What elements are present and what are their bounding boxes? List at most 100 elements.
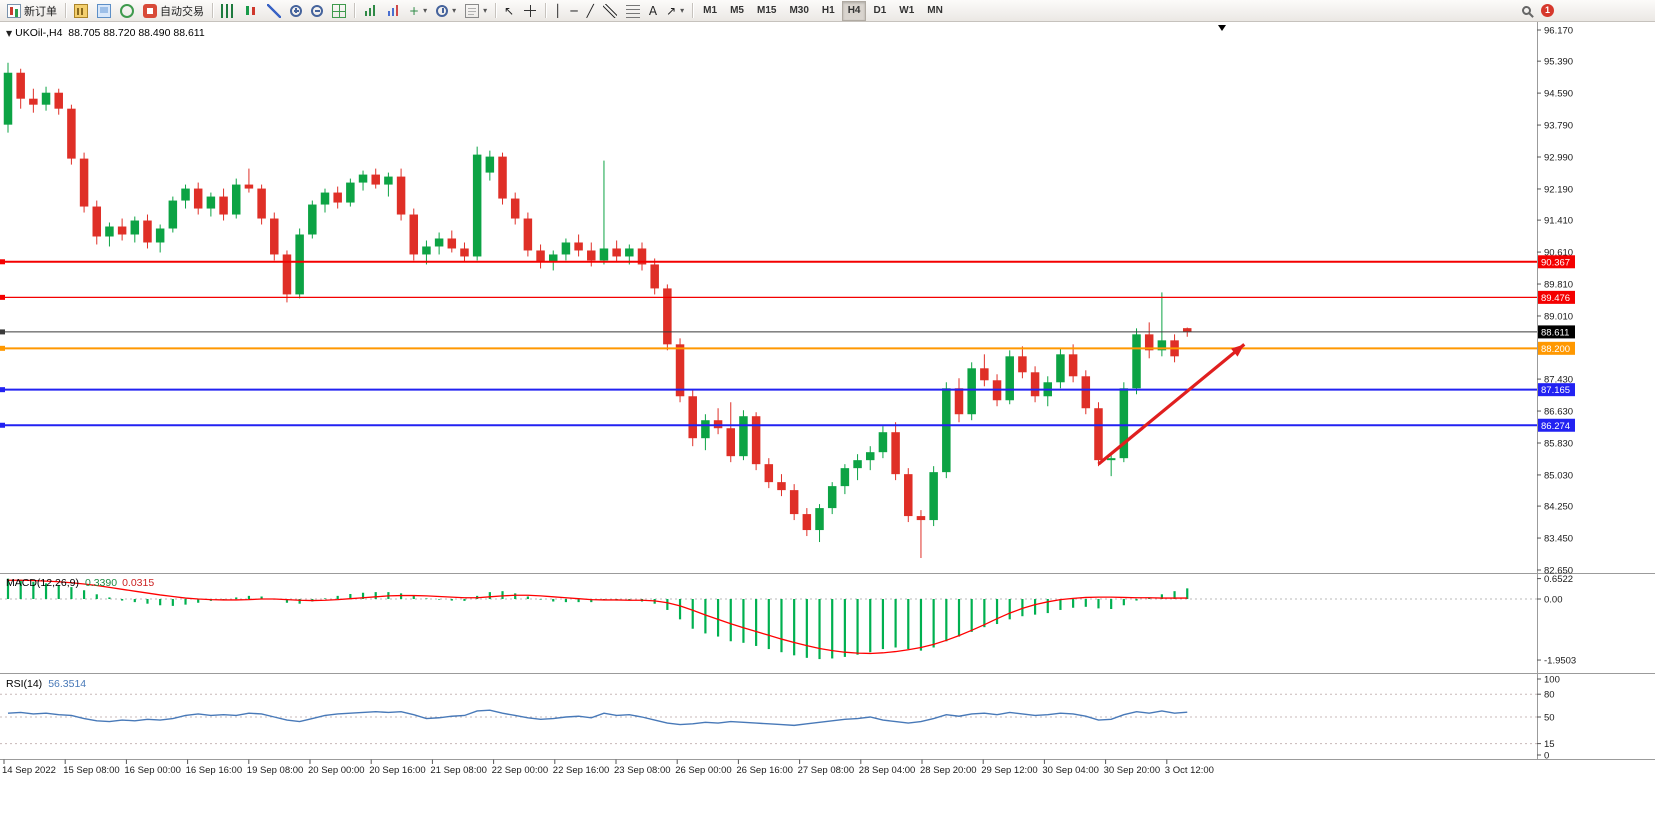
line-chart-button[interactable] — [263, 1, 285, 21]
horizontal-line-button[interactable]: ─ — [566, 1, 581, 21]
text-button[interactable]: A — [645, 1, 661, 21]
support-line-88200-handle[interactable] — [0, 345, 5, 351]
trend-arrow[interactable] — [1097, 343, 1246, 466]
tf-m30-button[interactable]: M30 — [783, 1, 814, 21]
candle-body — [865, 452, 875, 461]
cursor-button[interactable]: ↖ — [500, 1, 518, 21]
vertical-line-button[interactable]: │ — [550, 1, 565, 21]
new-order-icon — [7, 3, 21, 18]
candle-body — [878, 432, 888, 453]
chart-canvas[interactable]: 96.170 95.390 94.590 93.790 92.990 92.190 91.4… — [0, 22, 1655, 825]
tf-h4-button[interactable]: H4 — [841, 0, 867, 21]
cursor-icon: ↖ — [504, 3, 515, 18]
candle-body — [79, 158, 89, 207]
toolbar-separator — [354, 3, 355, 18]
candle-body — [637, 248, 647, 265]
resistance-line-89476-handle[interactable] — [0, 294, 5, 300]
candle-body — [561, 242, 571, 255]
support-line-88200-price-badge-label: 88.200 — [1541, 344, 1570, 355]
tf-m15-button[interactable]: M15 — [751, 1, 782, 21]
auto-trading-button[interactable]: 自动交易 — [139, 1, 208, 21]
time-tick-label: 14 Sep 2022 — [2, 765, 56, 776]
macd-tick-label: 0.6522 — [1544, 574, 1573, 585]
add-indicator-dropdown[interactable]: + ▾ — [405, 1, 431, 21]
toolbar-separator — [495, 3, 497, 18]
tf-d1-button[interactable]: D1 — [867, 1, 892, 21]
price-tick-label: 94.590 — [1544, 89, 1573, 100]
candle-body — [333, 192, 342, 203]
notification-badge[interactable]: 1 — [1541, 4, 1554, 17]
candle-body — [777, 482, 786, 491]
candle-body — [510, 198, 520, 219]
zoom-out-button[interactable] — [307, 1, 327, 21]
price-tick-label: 85.030 — [1544, 470, 1573, 481]
tf-w1-button[interactable]: W1 — [893, 1, 920, 21]
trendline-button[interactable]: ╱ — [583, 1, 598, 21]
candle-body — [206, 196, 216, 209]
tf-mn-button[interactable]: MN — [921, 1, 949, 21]
resistance-line-90367-handle[interactable] — [0, 259, 5, 265]
template-dropdown[interactable]: ▾ — [461, 1, 491, 21]
candle-body — [231, 184, 241, 215]
candle-body — [574, 242, 583, 251]
tile-windows-button[interactable] — [328, 1, 350, 21]
candle-body — [295, 234, 304, 295]
main-toolbar: 新订单 自动交易 + ▾ ▾ ▾ ↖ │ ─ ╱ A ↗ ▾ M1 M5 M15 M30 H1 H4 D1 W1 MN 1 — [0, 0, 1655, 22]
chart-title: ▼ UKOil-,H4 88.705 88.720 88.490 88.611 — [6, 27, 205, 39]
chart-shift-marker[interactable] — [1218, 25, 1226, 31]
rsi-tick-label: 50 — [1544, 713, 1555, 724]
trend-arrow-head[interactable] — [1230, 344, 1245, 357]
fibonacci-button[interactable] — [622, 1, 644, 21]
tf-mn-button-label: MN — [927, 5, 943, 16]
bid-price-line-handle[interactable] — [0, 329, 5, 335]
zoom-in-button[interactable] — [286, 1, 306, 21]
new-chart-icon — [74, 3, 88, 18]
crosshair-button[interactable] — [519, 1, 541, 21]
experts-button[interactable] — [382, 1, 404, 21]
tf-h1-button[interactable]: H1 — [816, 1, 841, 21]
candle-body — [105, 226, 114, 237]
new-order-button[interactable]: 新订单 — [3, 1, 61, 21]
candle-body — [308, 204, 317, 235]
time-tick-label: 21 Sep 08:00 — [430, 765, 487, 776]
profiles-icon — [97, 3, 111, 18]
rsi-name: RSI(14) — [6, 678, 43, 690]
candle-body — [853, 460, 862, 469]
chevron-down-icon: ▾ — [483, 6, 488, 15]
time-tick-label: 30 Sep 04:00 — [1042, 765, 1099, 776]
price-tick-label: 83.450 — [1544, 534, 1573, 545]
candle-body — [536, 250, 545, 263]
chevron-down-icon: ▾ — [423, 6, 428, 15]
candle-body — [1132, 334, 1141, 389]
indicators-button[interactable] — [359, 1, 381, 21]
support-line-87165-handle[interactable] — [0, 387, 5, 393]
bar-chart-button[interactable] — [217, 1, 239, 21]
symbol-collapse-icon[interactable]: ▼ — [6, 29, 13, 38]
candle-body — [1144, 334, 1154, 351]
profiles-button[interactable] — [93, 1, 115, 21]
time-tick-label: 29 Sep 12:00 — [981, 765, 1038, 776]
support-line-87165-price-badge — [1538, 383, 1575, 397]
candle-body — [219, 196, 228, 215]
period-dropdown[interactable]: ▾ — [432, 1, 460, 21]
price-tick-label: 86.630 — [1544, 407, 1573, 418]
toolbar-separator — [212, 3, 213, 18]
candle-body — [967, 368, 976, 415]
candle-body — [117, 226, 127, 235]
refresh-button[interactable] — [116, 1, 138, 21]
channel-button[interactable] — [599, 1, 621, 21]
search-icon[interactable] — [1522, 6, 1531, 15]
candlestick-chart-button[interactable] — [240, 1, 262, 21]
candle-body — [599, 248, 609, 261]
new-chart-button[interactable] — [70, 1, 92, 21]
rsi-tick-label: 15 — [1544, 739, 1555, 750]
candle-body — [523, 218, 533, 251]
arrows-dropdown[interactable]: ↗ ▾ — [662, 1, 688, 21]
candle-body — [54, 92, 63, 109]
candle-body — [41, 92, 51, 105]
tf-m5-button[interactable]: M5 — [724, 1, 750, 21]
rsi-line — [7, 709, 1188, 727]
bid-price-line-price-badge-label: 88.611 — [1541, 327, 1569, 338]
tf-m1-button[interactable]: M1 — [697, 1, 723, 21]
support-line-86274-handle[interactable] — [0, 422, 5, 428]
